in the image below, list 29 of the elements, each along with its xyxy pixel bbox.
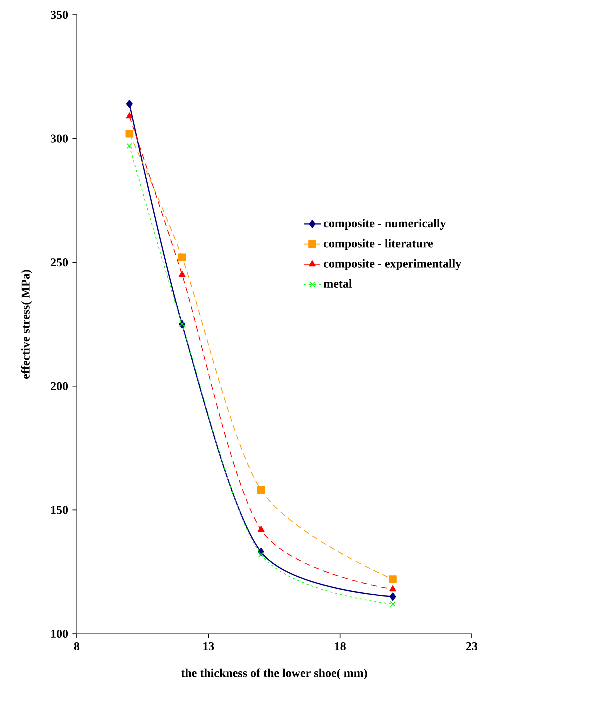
legend-label: composite - experimentally <box>324 259 462 270</box>
x-tick-label: 23 <box>466 642 478 651</box>
legend-label: composite - numerically <box>324 219 446 230</box>
y-tick-label: 350 <box>50 10 68 20</box>
x-axis-title: the thickness of the lower shoe( mm) <box>181 668 368 680</box>
x-tick-label: 8 <box>74 642 80 651</box>
y-tick-label: 150 <box>51 506 68 514</box>
point <box>178 271 186 278</box>
legend-label: metal <box>324 280 352 288</box>
point <box>390 592 396 601</box>
point <box>126 130 134 138</box>
y-tick-label: 200 <box>51 382 68 390</box>
point <box>126 143 133 150</box>
y-tick-label: 100 <box>51 630 68 638</box>
point <box>178 254 186 262</box>
point <box>258 552 264 558</box>
y-tick-label: 300 <box>50 134 68 143</box>
point <box>257 486 266 494</box>
y-axis-title: effective stress( MPa) <box>21 270 32 379</box>
point <box>126 100 133 108</box>
legend-label: composite - literature <box>324 239 434 250</box>
point <box>390 586 396 592</box>
y-tick-label: 250 <box>51 258 68 267</box>
x-tick-label: 18 <box>335 642 346 651</box>
point <box>390 601 396 608</box>
x-tick-label: 13 <box>204 642 214 651</box>
point <box>258 526 265 532</box>
point <box>389 576 397 584</box>
point <box>126 112 134 119</box>
